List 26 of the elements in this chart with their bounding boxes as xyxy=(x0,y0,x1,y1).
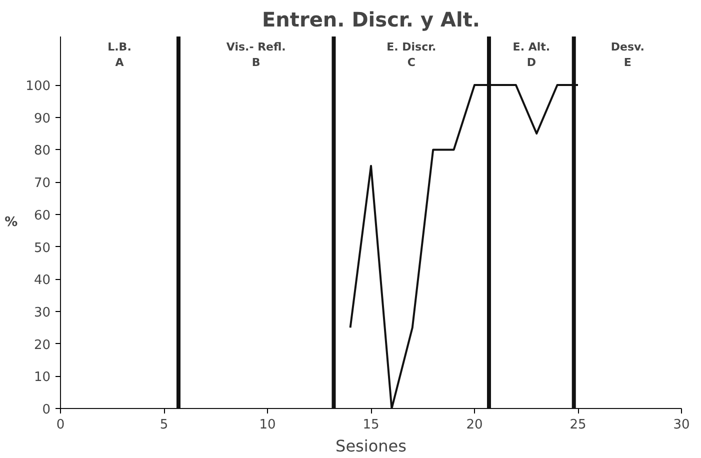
x-axis-title: Sesiones xyxy=(336,436,406,456)
annotation: Vis.- Refl. B xyxy=(226,40,286,70)
annotation: E. Discr. C xyxy=(386,40,436,70)
y-tick-label: 0 xyxy=(42,402,51,418)
y-tick-label: 60 xyxy=(34,208,51,224)
annotation: E. Alt. D xyxy=(512,40,550,70)
x-tick-label: 0 xyxy=(56,418,65,432)
x-tick-label: 5 xyxy=(160,418,168,432)
x-tick-label: 30 xyxy=(673,418,690,432)
y-axis-title: % xyxy=(4,215,18,230)
y-tick-label: 40 xyxy=(34,273,51,288)
y-tick-label: 50 xyxy=(34,240,51,256)
x-tick-label: 10 xyxy=(259,418,276,432)
y-tick-label: 20 xyxy=(34,338,51,353)
annotation: L.B. A xyxy=(108,40,132,70)
chart-title: Entren. Discr. y Alt. xyxy=(262,8,480,32)
x-tick-label: 25 xyxy=(570,418,586,432)
x-tick-label: 20 xyxy=(466,418,483,432)
y-tick-label: 10 xyxy=(34,370,51,386)
y-tick-label: 30 xyxy=(34,305,51,320)
x-tick-label: 15 xyxy=(362,418,380,432)
y-tick-label: 90 xyxy=(34,111,51,126)
y-tick-label: 100 xyxy=(26,79,51,94)
y-tick-label: 70 xyxy=(34,176,51,192)
y-tick-label: 80 xyxy=(34,144,51,159)
annotation: Desv. E xyxy=(610,40,644,70)
